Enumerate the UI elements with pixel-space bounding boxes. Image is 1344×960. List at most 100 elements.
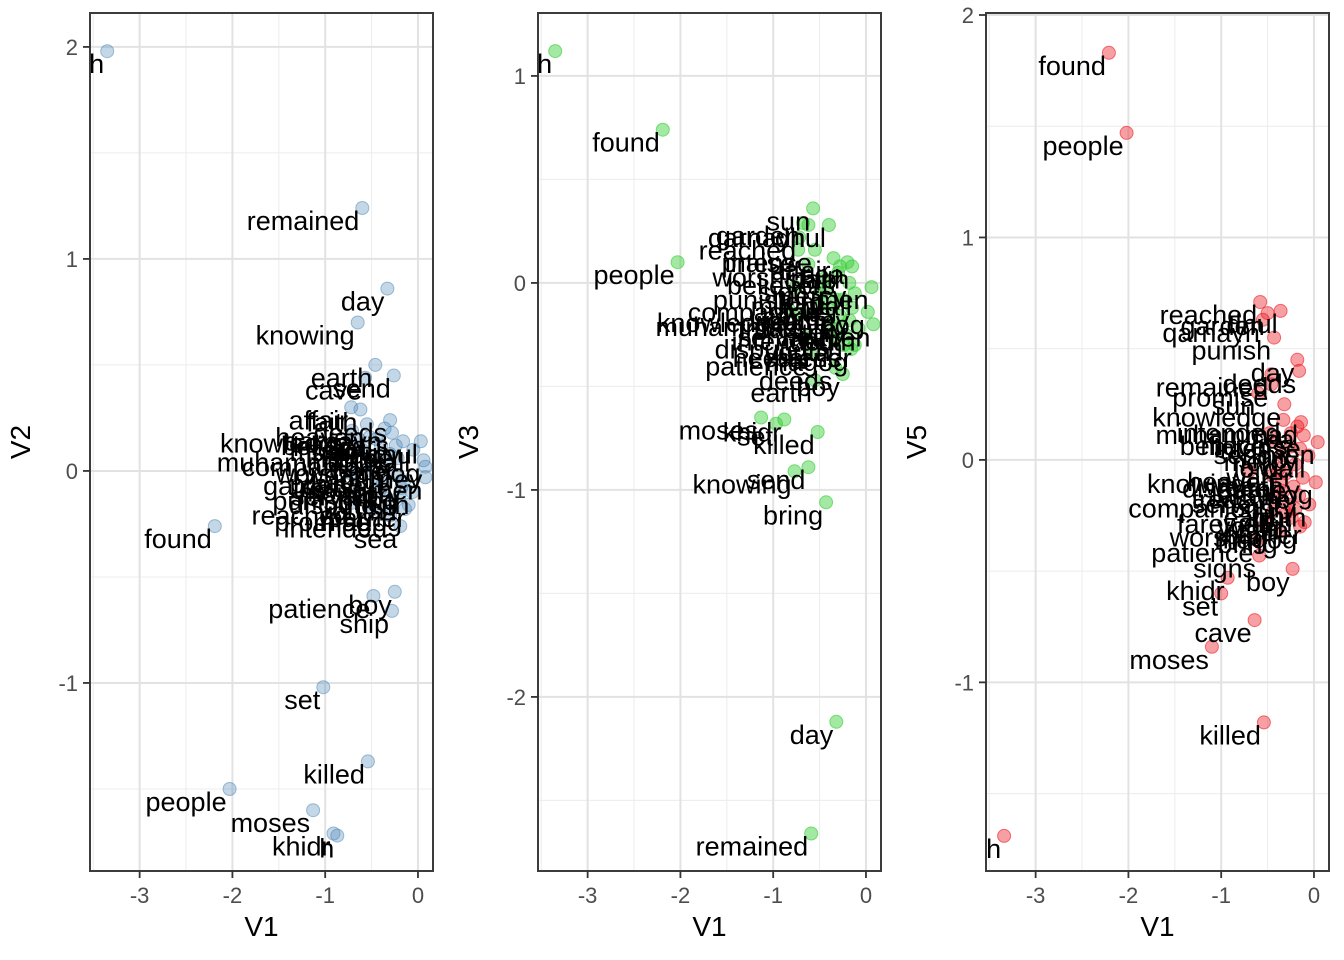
point-label: earth: [750, 378, 812, 408]
data-point: [795, 215, 810, 230]
data-point: [826, 251, 841, 266]
panel-border: [537, 12, 882, 872]
data-point: [844, 342, 859, 357]
point-label: affair: [1219, 480, 1279, 510]
point-label: dhul: [367, 439, 418, 469]
data-point: [548, 44, 563, 59]
data-point: [791, 242, 806, 257]
data-point: [360, 754, 375, 769]
point-label: journey: [760, 306, 850, 336]
point-label: farewell: [1177, 509, 1270, 539]
point-label: h: [986, 834, 1001, 864]
scatter-panel-v5: found people h reachedgardendhulqarnaynpuni…: [901, 3, 1330, 942]
data-point: [1290, 352, 1305, 367]
point-label: moses: [231, 808, 311, 838]
point-label: believers: [1180, 431, 1288, 461]
y-axis-title: V2: [5, 425, 36, 459]
data-point: [362, 430, 377, 444]
point-label: patience: [268, 594, 370, 624]
data-point: [1267, 330, 1282, 345]
point-label: promise: [1172, 382, 1268, 412]
point-label: remained: [247, 206, 360, 236]
y-tick-label: 1: [514, 64, 526, 89]
point-label: reached: [1160, 300, 1258, 330]
data-point: [1255, 312, 1270, 327]
data-point: [804, 826, 819, 841]
data-point: [1262, 426, 1277, 441]
point-label: h: [319, 834, 334, 864]
point-label: faith: [798, 264, 849, 294]
point-label: muhammad: [655, 312, 798, 342]
point-label: praise: [722, 248, 796, 278]
data-point: [806, 201, 821, 216]
data-point: [1290, 419, 1305, 434]
point-label: khidr: [723, 418, 782, 448]
point-label: people: [594, 260, 675, 290]
data-point: [1258, 517, 1273, 532]
data-point: [1276, 484, 1291, 499]
data-point: [398, 502, 412, 517]
y-tick-label: 2: [66, 35, 78, 60]
point-label: people: [1043, 131, 1124, 161]
point-label: knowledge: [1152, 402, 1281, 432]
point-label: knowledge: [657, 308, 786, 338]
point-label: killed: [303, 759, 365, 789]
point-label: intended: [731, 327, 835, 357]
point-label: patience: [705, 351, 807, 381]
point-label: knowing: [692, 469, 791, 499]
data-point: [1273, 303, 1288, 318]
point-label: patience: [1151, 538, 1253, 568]
data-point: [380, 281, 395, 296]
point-label: gog: [375, 458, 420, 488]
x-tick-label: -3: [130, 883, 150, 908]
point-label: sun: [323, 435, 367, 465]
point-label: lord: [333, 444, 378, 474]
point-label: day: [341, 287, 385, 317]
point-label: youth: [318, 497, 384, 527]
point-label: killed: [753, 430, 815, 460]
data-point: [1242, 464, 1256, 478]
point-label: affair: [771, 256, 831, 286]
data-point: [1292, 363, 1307, 378]
data-point: [1252, 548, 1267, 563]
data-point: [401, 497, 416, 512]
point-label: earth: [1223, 502, 1285, 532]
data-point: [396, 434, 411, 449]
point-label: sun: [1212, 391, 1256, 421]
data-point: [306, 803, 321, 818]
point-label: wealth: [303, 461, 382, 491]
data-point: [1288, 457, 1303, 472]
data-point: [358, 370, 373, 385]
x-tick-label: 0: [412, 883, 424, 908]
point-label: garden: [263, 471, 347, 501]
data-point: [777, 412, 792, 427]
point-label: lord: [779, 287, 824, 317]
data-point: [1277, 397, 1292, 412]
data-point: [801, 218, 816, 232]
data-point: [353, 402, 368, 417]
y-tick-label: -1: [954, 670, 974, 695]
point-label: youth: [1217, 511, 1283, 541]
x-tick-label: 0: [860, 883, 872, 908]
y-tick-label: 0: [962, 448, 974, 473]
data-point: [368, 357, 383, 372]
data-point: [392, 489, 407, 504]
point-label: garden: [716, 221, 800, 251]
point-label: servant: [291, 482, 380, 512]
data-point: [807, 242, 822, 257]
point-label: qarnayn: [1162, 318, 1260, 348]
point-label: fish: [354, 494, 396, 524]
point-label: reached: [252, 501, 350, 531]
data-point: [386, 368, 401, 383]
data-point: [385, 603, 399, 618]
data-point: [807, 373, 822, 388]
point-label: wealth: [749, 306, 828, 336]
data-point: [1310, 435, 1325, 450]
y-tick-label: -2: [506, 685, 526, 710]
data-point: [823, 300, 838, 315]
data-point: [1251, 386, 1266, 401]
point-label: barrier: [774, 343, 852, 373]
point-label: h: [89, 49, 104, 79]
point-label: magog: [1215, 525, 1298, 555]
point-label: faith: [306, 408, 357, 438]
